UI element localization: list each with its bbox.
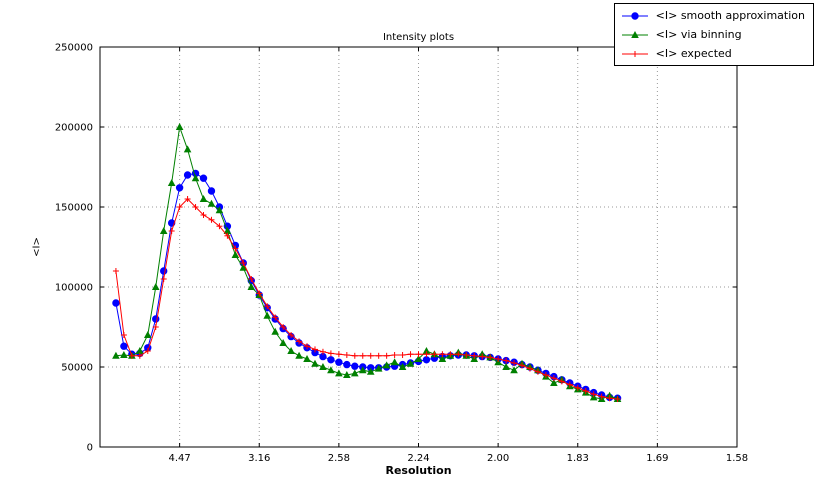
svg-text:3.16: 3.16	[248, 453, 270, 464]
chart-title: Intensity plots	[382, 32, 455, 43]
svg-text:50000: 50000	[61, 363, 93, 374]
y-axis-label: <I>	[31, 237, 43, 257]
svg-text:200000: 200000	[55, 123, 93, 134]
svg-text:150000: 150000	[55, 203, 93, 214]
svg-text:2.58: 2.58	[328, 453, 350, 464]
legend-label-via-binning: <I> via binning	[655, 28, 742, 41]
svg-text:2.24: 2.24	[407, 453, 429, 464]
legend-plus-marker-icon	[621, 50, 648, 57]
legend: <I> smooth approximation <I> via binning…	[613, 3, 814, 66]
legend-item-smooth-approximation: <I> smooth approximation	[620, 6, 805, 25]
svg-text:1.69: 1.69	[646, 453, 668, 464]
svg-text:4.47: 4.47	[168, 453, 190, 464]
svg-text:100000: 100000	[55, 283, 93, 294]
x-axis-label: Resolution	[385, 464, 452, 477]
legend-circle-marker-icon	[621, 11, 648, 20]
svg-text:1.58: 1.58	[726, 453, 748, 464]
svg-text:0: 0	[87, 443, 93, 454]
svg-text:1.83: 1.83	[567, 453, 589, 464]
legend-item-via-binning: <I> via binning	[620, 25, 805, 44]
legend-triangle-marker-icon	[621, 30, 648, 38]
legend-label-smooth-approximation: <I> smooth approximation	[655, 9, 805, 22]
svg-text:250000: 250000	[55, 43, 93, 54]
svg-text:2.00: 2.00	[487, 453, 509, 464]
legend-item-expected: <I> expected	[620, 44, 805, 63]
legend-label-expected: <I> expected	[655, 47, 732, 60]
